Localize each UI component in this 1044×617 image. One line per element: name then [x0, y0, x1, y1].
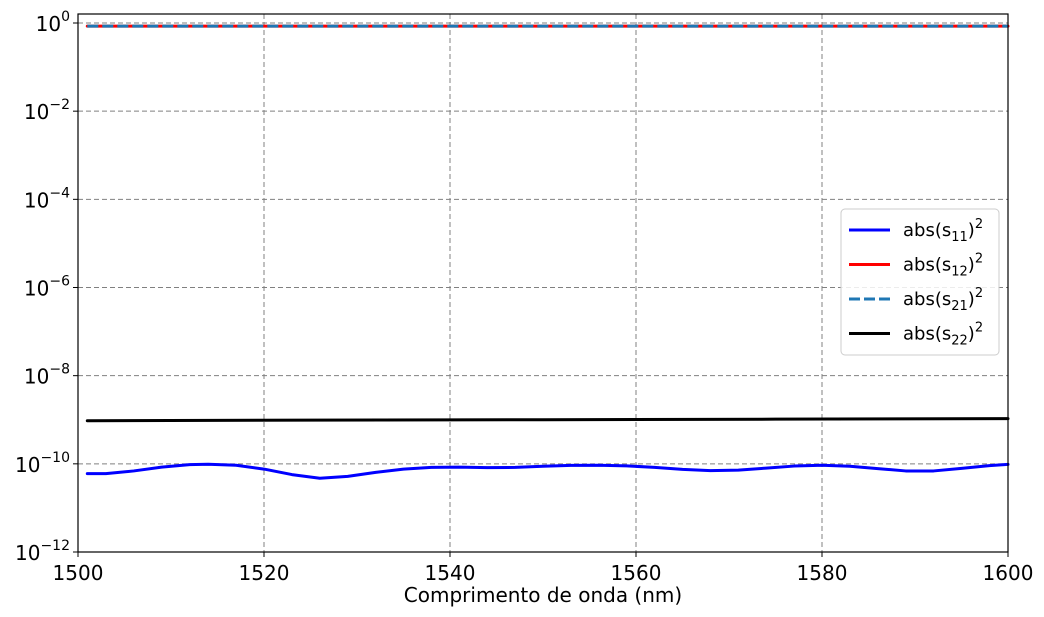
- x-tick-label: 1580: [797, 561, 848, 585]
- legend-entry-label: abs(s21)2: [903, 286, 983, 314]
- x-tick-label: 1600: [983, 561, 1034, 585]
- x-tick-label: 1560: [611, 561, 662, 585]
- x-axis-label: Comprimento de onda (nm): [404, 583, 682, 607]
- plot-frame: [77, 13, 1009, 553]
- legend-entry-label: abs(s12)2: [903, 252, 983, 280]
- y-tick-label: 10−8: [24, 362, 70, 389]
- legend-entry-label: abs(s11)2: [903, 217, 983, 245]
- legend-entry-label: abs(s22)2: [903, 321, 983, 349]
- legend: abs(s11)2 abs(s12)2 abs(s21)2 abs(s22)2: [840, 208, 1000, 356]
- y-tick-label: 10−4: [24, 185, 70, 212]
- x-tick-label: 1520: [239, 561, 290, 585]
- series-line-4: [85, 417, 1010, 423]
- y-tick-label: 10−10: [15, 450, 70, 477]
- legend-box: [840, 208, 1000, 356]
- x-axis: 1500 1520 1540 1560 1580 1600: [53, 552, 1034, 585]
- x-tick-label: 1540: [425, 561, 476, 585]
- y-axis: 10−12 10−10 10−8 10−6 10−4 10−2 100: [15, 9, 78, 565]
- y-tick-label: 100: [36, 9, 70, 36]
- y-tick-label: 10−2: [24, 97, 70, 124]
- y-tick-label: 10−6: [24, 273, 70, 300]
- series-line-1: [85, 462, 1010, 480]
- y-tick-label: 10−12: [15, 538, 70, 565]
- x-tick-label: 1500: [53, 561, 104, 585]
- series-layer: [85, 24, 1010, 480]
